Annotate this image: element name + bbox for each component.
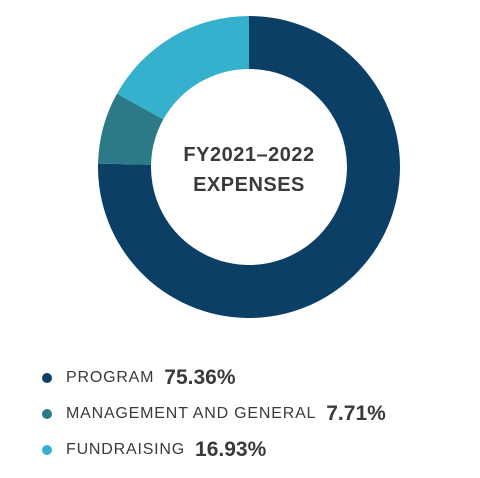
chart-title-line-2: EXPENSES (193, 174, 305, 196)
legend-value-management: 7.71% (326, 402, 386, 425)
chart-legend: PROGRAM 75.36% MANAGEMENT AND GENERAL 7.… (42, 360, 386, 468)
legend-item-fundraising: FUNDRAISING 16.93% (42, 432, 386, 468)
slice-program (98, 16, 401, 318)
legend-label-program: PROGRAM (66, 369, 155, 386)
legend-marker-program (42, 373, 52, 383)
legend-marker-fundraising (42, 445, 52, 455)
slice-management-and-general (98, 93, 164, 165)
legend-item-program: PROGRAM 75.36% (42, 360, 386, 396)
legend-value-fundraising: 16.93% (195, 438, 267, 461)
slice-fundraising (116, 16, 249, 120)
donut-chart (98, 16, 401, 318)
chart-center-title: FY2021–2022 EXPENSES (149, 140, 349, 200)
legend-value-program: 75.36% (164, 366, 236, 389)
legend-label-management: MANAGEMENT AND GENERAL (66, 405, 317, 422)
chart-title-line-1: FY2021–2022 (183, 144, 315, 166)
legend-item-management: MANAGEMENT AND GENERAL 7.71% (42, 396, 386, 432)
legend-marker-management (42, 409, 52, 419)
legend-label-fundraising: FUNDRAISING (66, 441, 186, 458)
